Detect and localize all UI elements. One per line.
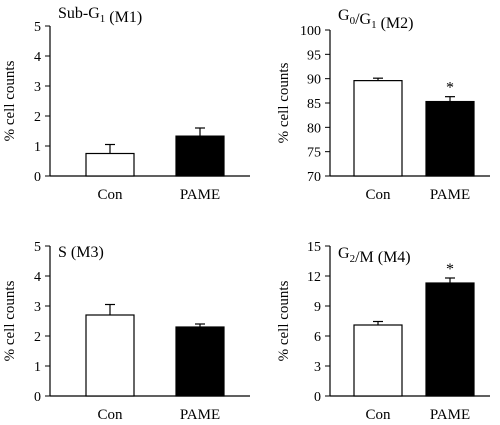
category-label: PAME <box>430 407 470 423</box>
y-axis-label: % cell counts <box>276 280 292 361</box>
y-tick-label: 100 <box>300 24 321 39</box>
y-axis-label: % cell counts <box>2 60 18 141</box>
bar-pame <box>175 135 225 177</box>
title-text: Sub-G <box>58 5 100 22</box>
y-tick-label: 3 <box>34 80 41 95</box>
panel-title: Sub-G1 (M1) <box>58 5 142 26</box>
y-axis-label: % cell counts <box>276 62 292 143</box>
chart-panel-3: S (M3) 0 1 2 3 4 5 % cell counts Con PAME <box>2 240 250 423</box>
category-label: PAME <box>180 187 220 203</box>
title-text: G <box>338 245 350 262</box>
title-text: (M1) <box>105 9 142 26</box>
bar-pame <box>175 326 225 397</box>
y-tick-label: 15 <box>307 240 321 255</box>
significance-marker: * <box>446 261 454 278</box>
category-label: Con <box>97 187 123 203</box>
y-tick-label: 12 <box>307 270 321 285</box>
category-label: Con <box>365 187 391 203</box>
y-tick-label: 95 <box>307 48 321 63</box>
bar-con <box>85 314 135 397</box>
y-axis-label: % cell counts <box>2 280 18 361</box>
panel-title: S (M3) <box>58 244 104 261</box>
y-tick-label: 3 <box>314 360 321 375</box>
y-tick-label: 70 <box>307 170 321 185</box>
y-tick-label: 1 <box>34 140 41 155</box>
title-text: /G <box>355 11 371 28</box>
chart-panel-4: G2/M (M4) 0 3 6 9 12 15 % cell counts Con * PAME <box>276 240 490 423</box>
title-subscript: 1 <box>371 19 377 31</box>
title-text: S (M3) <box>58 244 104 261</box>
y-tick-label: 85 <box>307 97 321 112</box>
y-tick-label: 4 <box>34 50 41 65</box>
y-tick-label: 0 <box>314 390 321 405</box>
title-text: (M2) <box>377 15 414 32</box>
y-tick-label: 3 <box>34 300 41 315</box>
bar-con <box>353 324 403 397</box>
y-tick-label: 2 <box>34 110 41 125</box>
y-tick-label: 5 <box>34 20 41 35</box>
category-label: PAME <box>430 187 470 203</box>
y-tick-label: 75 <box>307 146 321 161</box>
y-tick-label: 80 <box>307 121 321 136</box>
bar-pame <box>425 100 475 177</box>
y-tick-label: 4 <box>34 270 41 285</box>
y-tick-label: 2 <box>34 330 41 345</box>
y-tick-label: 0 <box>34 390 41 405</box>
title-text: G <box>338 7 350 24</box>
category-label: Con <box>365 407 391 423</box>
title-text: /M (M4) <box>355 249 411 266</box>
y-tick-label: 5 <box>34 240 41 255</box>
bar-con <box>85 152 135 177</box>
title-subscript: 1 <box>100 13 106 25</box>
y-tick-label: 1 <box>34 360 41 375</box>
panel-title: G2/M (M4) <box>338 245 411 266</box>
category-label: Con <box>97 407 123 423</box>
y-tick-label: 0 <box>34 170 41 185</box>
title-subscript: 0 <box>350 15 356 27</box>
y-tick-label: 90 <box>307 73 321 88</box>
y-tick-label: 9 <box>314 300 321 315</box>
significance-marker: * <box>446 80 454 97</box>
bar-pame <box>425 282 475 397</box>
title-subscript: 2 <box>350 253 356 265</box>
panel-title: G0/G1 (M2) <box>338 7 413 32</box>
category-label: PAME <box>180 407 220 423</box>
bar-con <box>353 80 403 177</box>
chart-panel-2: G0/G1 (M2) 70 75 80 85 90 95 100 % cell counts Co… <box>276 7 490 203</box>
y-tick-label: 6 <box>314 330 321 345</box>
